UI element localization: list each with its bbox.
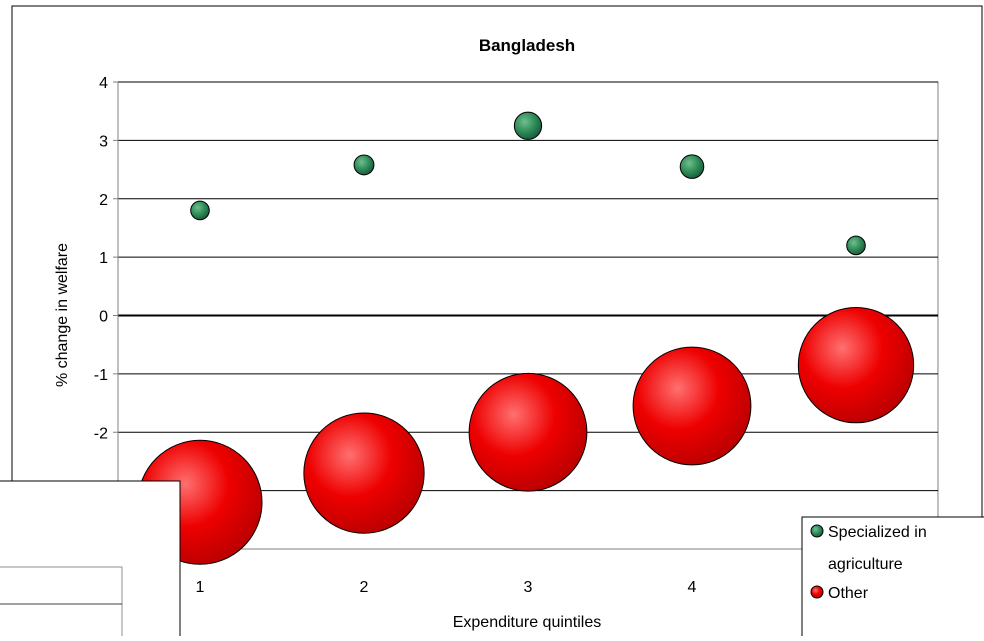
bubble-other [797,306,915,424]
legend-label-agriculture-line2: agriculture [828,556,903,573]
legend-frame [801,516,984,641]
y-tick-label: 3 [99,133,108,150]
y-tick-label: -1 [94,367,108,384]
bubble-agriculture [190,200,210,221]
bubble-other [468,372,588,492]
bubble-agriculture [679,154,705,179]
bubble-agriculture [846,235,866,256]
overlay-panel [0,480,181,641]
legend-marker-other [810,585,824,599]
y-tick-label: 1 [99,250,108,267]
y-tick-label: 0 [99,309,108,326]
bubble-other [632,346,752,466]
bubble-agriculture [513,111,543,140]
chart-title: Bangladesh [479,36,575,55]
y-tick-label: -2 [94,425,108,442]
legend: Specialized in agriculture Other [801,516,984,641]
bubble-other [303,412,425,534]
y-axis-label: % change in welfare [54,243,71,387]
bubble-agriculture [353,154,375,176]
legend-label-other: Other [828,585,869,602]
legend-label-agriculture-line1: Specialized in [828,524,927,541]
x-axis-label: Expenditure quintiles [453,614,602,631]
x-tick-label: 2 [360,579,369,596]
x-tick-label: 1 [196,579,205,596]
x-tick-label: 3 [524,579,533,596]
legend-marker-agriculture [810,524,824,538]
y-tick-label: 2 [99,192,108,209]
x-tick-label: 4 [688,579,697,596]
y-tick-label: 4 [99,75,108,92]
overlay-inner-box [0,566,123,641]
